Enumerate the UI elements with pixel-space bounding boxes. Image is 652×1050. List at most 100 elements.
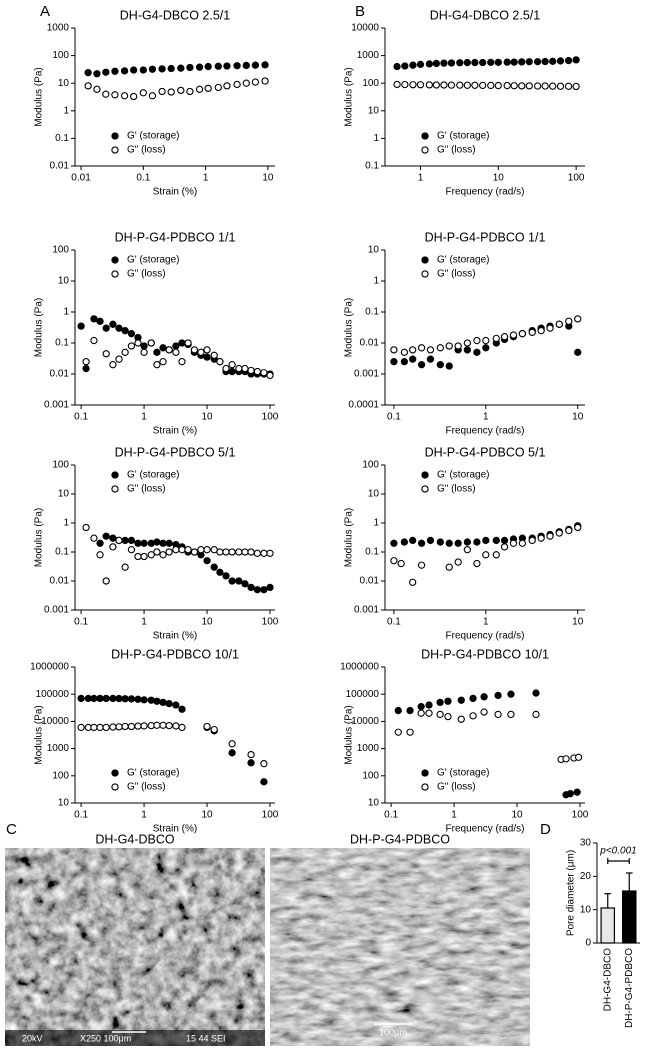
data-point (473, 559, 481, 568)
data-point (165, 346, 173, 354)
data-point (494, 58, 502, 66)
data-point (120, 67, 129, 75)
data-point (121, 695, 129, 703)
x-tick-label: 1 (141, 617, 147, 628)
data-point (190, 548, 199, 556)
data-point (77, 694, 85, 703)
data-point (134, 695, 142, 703)
y-tick-label: 0.1 (55, 338, 69, 349)
data-point (159, 721, 167, 729)
data-point (436, 344, 444, 352)
data-point (436, 710, 444, 719)
data-point (444, 712, 452, 721)
data-point (190, 346, 199, 354)
data-point (111, 91, 119, 99)
data-point (463, 346, 472, 354)
data-point (90, 315, 98, 323)
data-point (178, 705, 186, 713)
data-point (573, 788, 581, 796)
data-point (222, 572, 230, 580)
data-point (172, 342, 180, 350)
data-point (115, 324, 123, 332)
data-point (445, 563, 453, 571)
data-point (471, 81, 479, 89)
data-point (417, 361, 426, 369)
legend-label: G" (loss) (437, 484, 476, 495)
data-point (222, 364, 230, 373)
x-tick-label: 10 (572, 617, 584, 628)
data-point (426, 346, 435, 354)
y-tick-label: 0.001 (354, 369, 379, 380)
data-point (541, 82, 549, 90)
legend-label: G" (loss) (437, 269, 476, 280)
data-point (463, 538, 472, 546)
data-point (223, 62, 231, 70)
data-point (574, 523, 582, 532)
data-point (394, 706, 402, 715)
y-tick-label: 10 (368, 245, 380, 256)
y-tick-label: 10 (580, 904, 592, 915)
data-point (93, 85, 101, 93)
data-point (518, 330, 527, 338)
data-point (115, 723, 123, 731)
data-point (235, 548, 243, 556)
y-tick-label: 1 (63, 307, 69, 318)
x-tick-label: 1 (451, 810, 457, 821)
y-tick-label: 100 (362, 770, 379, 781)
data-point (228, 548, 236, 556)
sem-footer: 100μm (379, 1027, 407, 1037)
legend-marker (421, 471, 429, 479)
data-point (463, 58, 471, 67)
data-point (121, 536, 129, 545)
data-point (482, 536, 490, 545)
y-tick-label: 1000000 (340, 662, 379, 673)
data-point (77, 723, 85, 732)
data-point (139, 66, 147, 74)
data-point (518, 539, 527, 547)
data-point (222, 548, 230, 556)
y-tick-label: 100 (362, 460, 379, 471)
data-point (102, 90, 110, 98)
data-point (416, 60, 425, 69)
data-point (494, 81, 502, 90)
data-point (556, 57, 565, 65)
data-point (235, 577, 243, 585)
chart-title: DH-G4-DBCO 2.5/1 (120, 8, 230, 22)
data-point (84, 82, 92, 90)
data-point (409, 536, 417, 545)
data-point (184, 339, 192, 347)
data-point (147, 551, 155, 559)
data-point (158, 87, 166, 96)
data-point (533, 82, 542, 90)
data-point (492, 334, 500, 343)
y-tick-label: 100 (52, 50, 69, 61)
x-tick-label: 10 (572, 412, 584, 423)
data-point (533, 58, 542, 66)
data-point (425, 701, 433, 709)
sem-footer-bar (5, 1030, 265, 1046)
data-point (510, 82, 518, 90)
y-tick-label: 0.1 (55, 547, 69, 558)
x-axis-label: Strain (%) (153, 631, 197, 642)
chart-title: DH-P-G4-PDBCO 1/1 (115, 230, 236, 244)
data-point (233, 62, 241, 70)
sem-image (5, 848, 265, 1046)
y-tick-label: 100000 (346, 689, 380, 700)
data-point (479, 58, 487, 67)
data-point (400, 348, 409, 356)
data-point (406, 706, 414, 715)
y-tick-label: 10 (368, 105, 380, 116)
legend-label: G" (loss) (437, 145, 476, 156)
data-point (121, 563, 129, 571)
legend-marker (421, 270, 429, 278)
x-axis-label: Frequency (rad/s) (446, 426, 525, 437)
y-tick-label: 10 (368, 798, 380, 809)
data-point (509, 539, 518, 547)
y-tick-label: 1000 (357, 743, 380, 754)
data-point (469, 694, 477, 703)
y-tick-label: 1 (373, 133, 379, 144)
data-point (247, 759, 255, 767)
y-tick-label: 1000 (47, 743, 70, 754)
data-point (447, 81, 456, 89)
data-point (454, 539, 462, 547)
